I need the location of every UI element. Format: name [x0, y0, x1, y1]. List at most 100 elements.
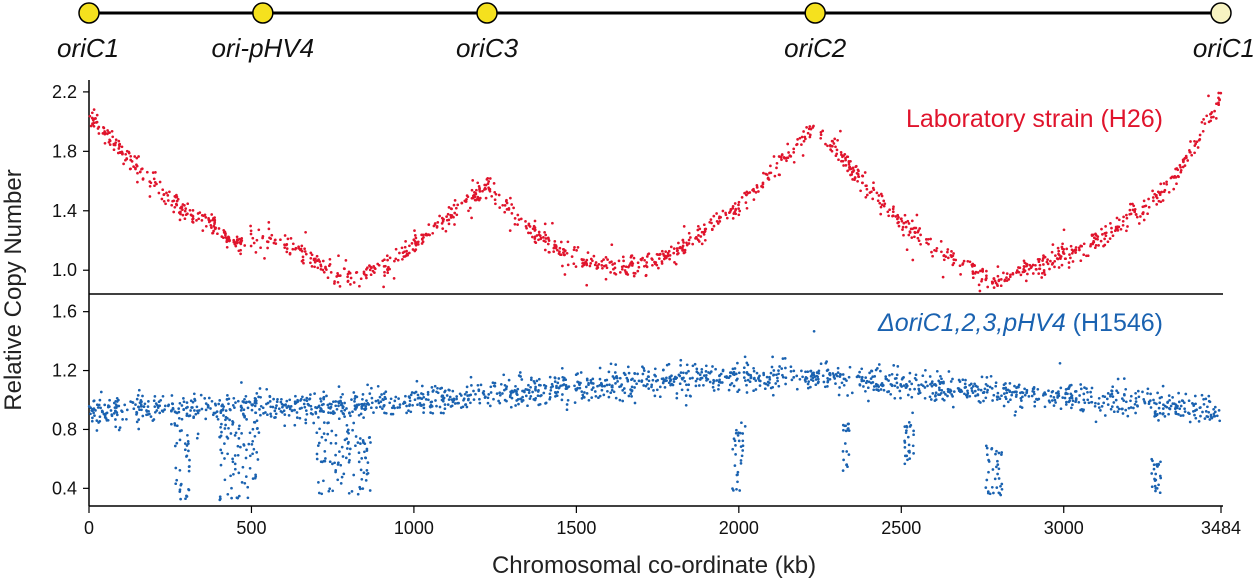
data-point [1181, 158, 1185, 162]
data-point [850, 391, 854, 395]
data-point [1141, 390, 1144, 394]
data-point [365, 276, 368, 280]
data-point [1193, 144, 1197, 147]
data-point [736, 390, 739, 394]
data-point [574, 265, 578, 268]
data-point [1147, 205, 1151, 209]
data-point [1052, 404, 1056, 407]
data-point [213, 216, 216, 219]
data-point [913, 376, 917, 380]
data-point [191, 406, 194, 409]
data-point [309, 251, 313, 255]
data-point [178, 490, 182, 493]
data-point [416, 403, 419, 407]
data-point [1065, 247, 1069, 251]
data-point [363, 402, 366, 406]
data-point [821, 129, 825, 133]
data-point [896, 386, 899, 389]
data-point [225, 239, 229, 242]
data-point [381, 259, 385, 263]
data-point [431, 231, 435, 235]
data-point [227, 426, 230, 430]
data-point [445, 215, 448, 218]
data-point [901, 228, 904, 231]
data-point [689, 236, 692, 239]
data-point [598, 384, 602, 387]
data-point [495, 392, 499, 395]
data-point [736, 434, 740, 437]
data-point [731, 217, 735, 220]
data-point [1128, 208, 1132, 212]
data-point [459, 394, 463, 397]
data-point [733, 464, 737, 467]
data-point [809, 127, 813, 131]
data-point [1178, 163, 1182, 167]
data-point [409, 410, 413, 414]
data-point [1212, 115, 1215, 119]
data-point [968, 394, 972, 398]
data-point [731, 447, 735, 451]
data-point [682, 371, 685, 375]
data-point [573, 246, 576, 249]
data-point [745, 391, 749, 394]
data-point [786, 142, 790, 146]
data-point [478, 188, 481, 191]
data-point [237, 471, 241, 475]
data-point [549, 388, 553, 392]
data-point [1059, 407, 1063, 411]
data-point [91, 118, 95, 122]
data-point [664, 250, 668, 253]
data-point [493, 198, 497, 202]
data-point [1122, 399, 1126, 402]
data-point [950, 250, 953, 253]
data-point [178, 401, 182, 405]
data-point [1045, 260, 1049, 264]
data-point [272, 397, 275, 401]
data-point [135, 410, 138, 414]
data-point [470, 216, 473, 220]
data-point [396, 258, 400, 262]
data-point [679, 364, 682, 367]
data-point [576, 386, 579, 390]
data-point [910, 382, 914, 386]
data-point [715, 212, 718, 215]
data-point [274, 412, 278, 416]
x-tick-label: 2000 [719, 518, 759, 538]
data-point [792, 369, 796, 373]
data-point [450, 398, 454, 401]
data-point [911, 227, 914, 231]
data-point [164, 202, 167, 206]
data-point [411, 248, 415, 251]
data-point [606, 258, 609, 261]
data-point [879, 192, 883, 196]
data-point [1082, 398, 1086, 402]
data-point [946, 248, 950, 251]
data-point [279, 238, 282, 242]
data-point [610, 384, 614, 387]
data-point [1206, 405, 1209, 409]
data-point [1124, 408, 1128, 412]
data-point [966, 389, 969, 393]
data-point [319, 397, 322, 401]
data-point [952, 258, 956, 261]
data-point [1077, 400, 1081, 404]
data-point [792, 160, 796, 164]
data-point [486, 396, 490, 400]
data-point [1046, 258, 1049, 261]
data-point [928, 395, 932, 399]
data-point [971, 270, 975, 273]
data-point [1207, 394, 1211, 398]
data-point [1029, 266, 1033, 270]
data-point [913, 235, 916, 239]
data-point [489, 385, 493, 389]
data-point [1071, 399, 1075, 403]
data-point [1069, 244, 1073, 248]
data-point [847, 422, 850, 426]
data-point [220, 451, 224, 455]
data-point [251, 477, 255, 480]
data-point [239, 238, 243, 242]
data-point [185, 412, 189, 416]
data-point [546, 242, 550, 246]
data-point [336, 280, 340, 284]
data-point [339, 399, 342, 403]
